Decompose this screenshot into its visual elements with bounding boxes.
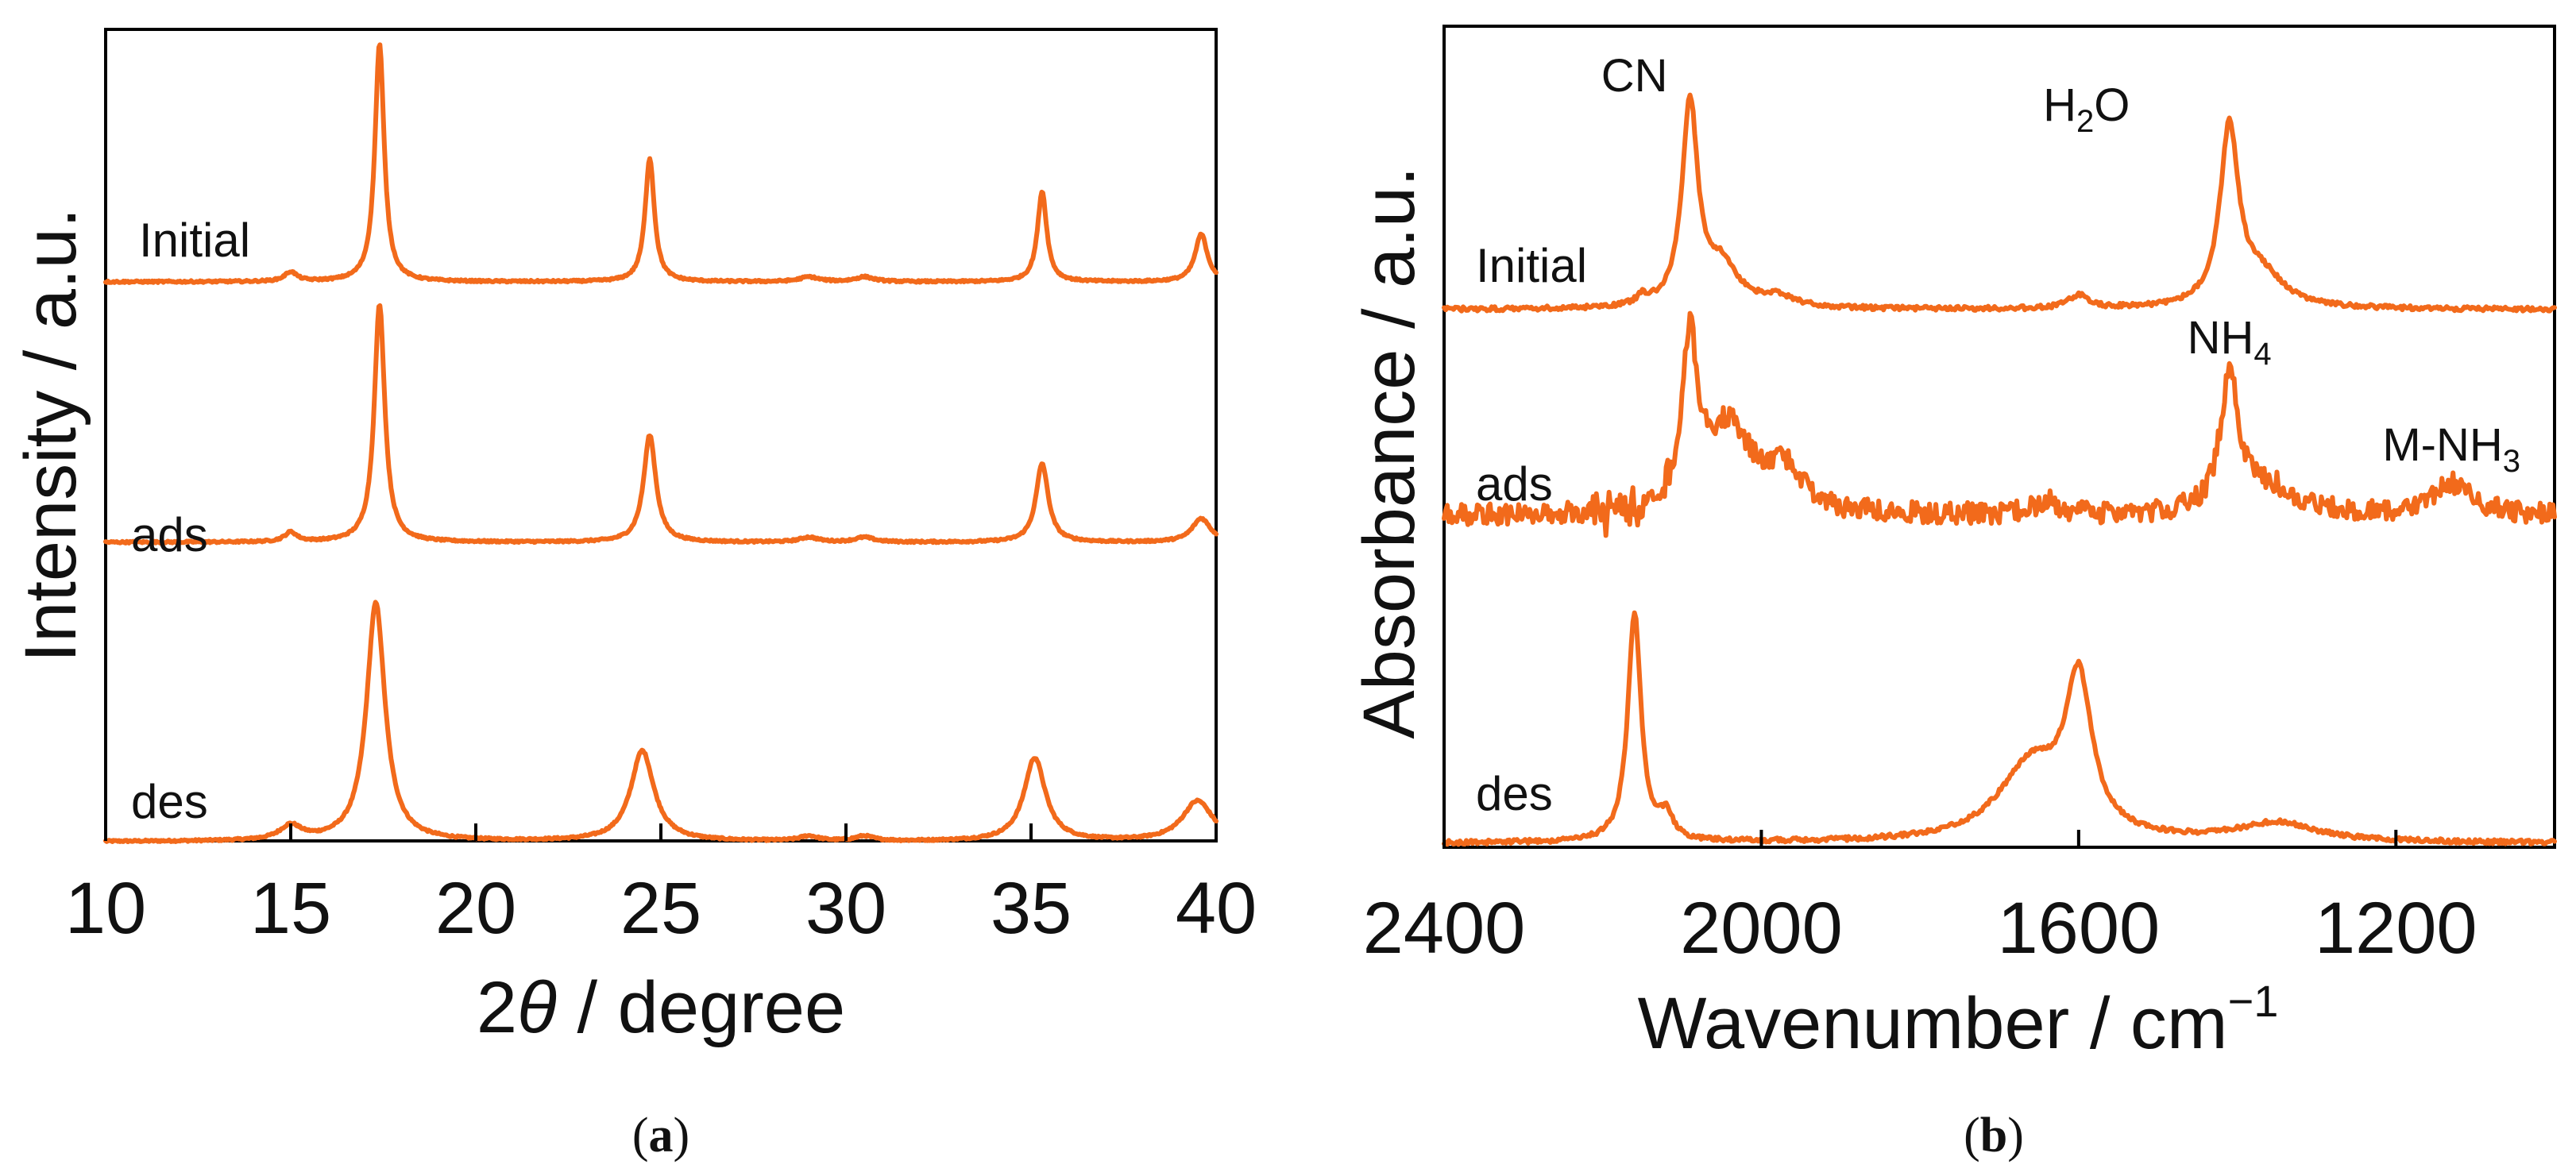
panel-label-a: (a) bbox=[632, 1109, 689, 1163]
xrd-series-label-ads: ads bbox=[131, 508, 208, 561]
annotation-nh4: NH4 bbox=[2188, 312, 2272, 372]
xrd-xtick-label: 20 bbox=[435, 868, 516, 949]
ir-panel: 2400 2000 1600 1200 Initial ads des CN H2O … bbox=[1349, 25, 2557, 1163]
xrd-series-label-initial: Initial bbox=[139, 214, 250, 267]
xrd-xtick-label: 15 bbox=[250, 868, 331, 949]
xrd-xtick-label: 40 bbox=[1176, 868, 1257, 949]
ir-x-axis-label: Wavenumber / cm−1 bbox=[1638, 976, 2279, 1064]
xrd-plot-frame bbox=[104, 28, 1218, 842]
annotation-cn: CN bbox=[1601, 50, 1668, 102]
annotation-m-nh3: M-NH3 bbox=[2382, 419, 2520, 479]
ir-xtick-label: 2400 bbox=[1363, 888, 1526, 969]
ir-xtick-label: 1600 bbox=[1998, 888, 2161, 969]
ir-xtick-label: 2000 bbox=[1680, 888, 1843, 969]
ir-xtick-label: 1200 bbox=[2315, 888, 2478, 969]
xrd-xtick-label: 30 bbox=[805, 868, 886, 949]
xrd-x-axis-label-prefix: 2 bbox=[477, 967, 517, 1048]
xrd-x-axis-label-theta: θ bbox=[517, 967, 557, 1048]
xrd-x-axis-label: 2θ / degree bbox=[477, 967, 845, 1048]
xrd-series-line-initial bbox=[103, 600, 1218, 845]
xrd-xtick-label: 25 bbox=[620, 868, 701, 949]
ir-series-group bbox=[1442, 92, 2557, 847]
ir-series-label-initial: Initial bbox=[1476, 239, 1587, 292]
annotation-h2o: H2O bbox=[2043, 79, 2130, 139]
xrd-series-line-ads bbox=[103, 303, 1218, 546]
ir-series-label-des: des bbox=[1476, 767, 1553, 820]
xrd-panel: 10 15 20 25 30 35 40 Initial ads des Intensity… bbox=[10, 28, 1257, 1163]
xrd-y-axis-label: Intensity / a.u. bbox=[10, 208, 91, 663]
ir-series-line-ads bbox=[1442, 310, 2557, 538]
xrd-series-group bbox=[103, 42, 1218, 845]
ir-plot-frame bbox=[1442, 25, 2556, 849]
panel-label-b: (b) bbox=[1964, 1109, 2024, 1163]
ir-y-axis-label: Absorbance / a.u. bbox=[1349, 166, 1430, 738]
ir-series-label-ads: ads bbox=[1476, 457, 1553, 511]
xrd-xtick-label: 10 bbox=[65, 868, 146, 949]
xrd-xtick-label: 35 bbox=[991, 868, 1072, 949]
xrd-series-label-des: des bbox=[131, 775, 208, 828]
xrd-xaxis: 10 15 20 25 30 35 40 bbox=[65, 823, 1257, 949]
xrd-x-axis-label-suffix: / degree bbox=[557, 967, 845, 1048]
ir-series-line-initial bbox=[1442, 610, 2557, 847]
xrd-series-line-des bbox=[103, 42, 1218, 285]
ir-series-line-des bbox=[1442, 92, 2557, 314]
ir-xaxis: 2400 2000 1600 1200 bbox=[1363, 830, 2478, 969]
